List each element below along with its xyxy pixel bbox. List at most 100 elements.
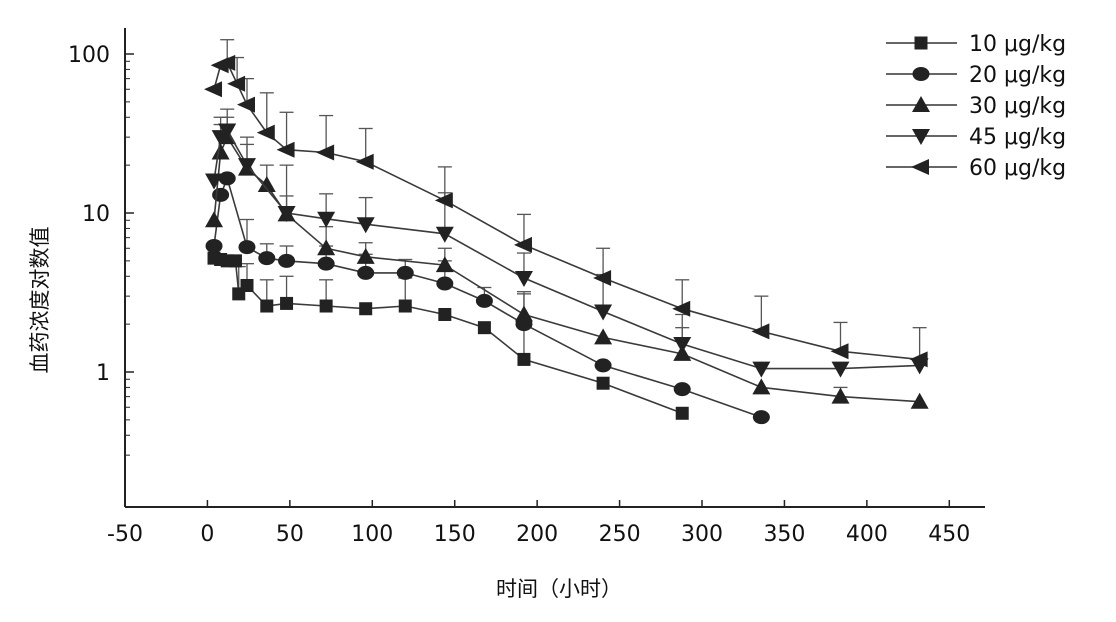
data-point bbox=[205, 239, 223, 254]
legend-entry-3: 30 μg/kg bbox=[886, 94, 1066, 119]
data-point bbox=[672, 300, 691, 317]
data-point bbox=[218, 123, 237, 140]
data-point bbox=[218, 171, 236, 186]
data-point bbox=[752, 410, 770, 425]
legend-label: 20 μg/kg bbox=[969, 63, 1066, 88]
data-point bbox=[280, 296, 294, 310]
legend-entry-2: 20 μg/kg bbox=[886, 63, 1066, 88]
legend-label: 45 μg/kg bbox=[969, 125, 1066, 150]
data-point bbox=[211, 143, 230, 160]
data-point bbox=[257, 176, 276, 193]
plot-area bbox=[204, 39, 929, 425]
x-tick-label: 400 bbox=[846, 522, 888, 547]
data-point bbox=[596, 376, 610, 390]
data-point bbox=[751, 323, 770, 340]
data-point bbox=[277, 206, 296, 222]
series-line bbox=[213, 135, 920, 403]
data-point bbox=[278, 253, 296, 268]
data-point bbox=[236, 96, 255, 113]
legend-marker bbox=[912, 129, 930, 145]
data-point bbox=[204, 81, 223, 98]
data-point bbox=[317, 239, 336, 256]
data-point bbox=[830, 343, 849, 360]
data-point bbox=[237, 158, 256, 175]
data-point bbox=[594, 304, 613, 321]
data-point bbox=[316, 144, 335, 161]
data-point bbox=[514, 305, 533, 322]
x-tick-label: 100 bbox=[351, 522, 393, 547]
data-point bbox=[436, 276, 454, 291]
x-tick-label: 200 bbox=[516, 522, 558, 547]
y-axis-title: 血药浓度对数值 bbox=[28, 227, 52, 374]
data-point bbox=[675, 406, 689, 420]
data-point bbox=[356, 217, 375, 234]
data-point bbox=[212, 187, 230, 202]
data-point bbox=[477, 321, 491, 335]
legend-marker bbox=[912, 96, 930, 112]
data-point bbox=[594, 328, 613, 345]
data-point bbox=[357, 265, 375, 280]
data-point bbox=[752, 378, 771, 395]
data-point bbox=[355, 153, 374, 170]
legend-entry-5: 60 μg/kg bbox=[886, 156, 1066, 181]
data-point bbox=[238, 240, 256, 255]
series-line bbox=[213, 129, 920, 370]
data-point bbox=[752, 361, 771, 378]
data-point bbox=[438, 307, 452, 321]
data-point bbox=[227, 75, 246, 92]
data-point bbox=[240, 278, 254, 292]
data-point bbox=[260, 299, 274, 313]
x-axis-title: 时间（小时） bbox=[496, 577, 622, 601]
series-5 bbox=[204, 39, 928, 368]
x-tick-label: 350 bbox=[763, 522, 805, 547]
data-point bbox=[435, 226, 454, 243]
data-point bbox=[217, 54, 236, 71]
data-point bbox=[276, 141, 295, 158]
series-line bbox=[213, 61, 920, 361]
x-tick-label: 250 bbox=[599, 522, 641, 547]
data-point bbox=[514, 271, 533, 288]
legend-label: 30 μg/kg bbox=[969, 94, 1066, 119]
x-tick-label: 300 bbox=[681, 522, 723, 547]
data-point bbox=[258, 251, 276, 266]
axes: -50 0 50 100 150 200 250 300 350 400 450 100 10 1 bbox=[68, 28, 985, 547]
data-point bbox=[205, 173, 224, 190]
data-point bbox=[359, 302, 373, 316]
data-point bbox=[513, 236, 532, 253]
legend: 10 μg/kg 20 μg/kg 30 μg/kg 45 μg/kg 60 μg/kg bbox=[886, 32, 1066, 181]
data-point bbox=[256, 124, 275, 141]
legend-label: 60 μg/kg bbox=[969, 156, 1066, 181]
series-1 bbox=[207, 251, 689, 420]
data-point bbox=[356, 247, 375, 264]
data-point bbox=[319, 299, 333, 313]
data-point bbox=[434, 192, 453, 209]
data-point bbox=[910, 392, 929, 409]
data-point bbox=[909, 351, 928, 368]
legend-entry-4: 45 μg/kg bbox=[886, 125, 1066, 150]
data-point bbox=[228, 254, 242, 268]
data-point bbox=[398, 299, 412, 313]
legend-entry-1: 10 μg/kg bbox=[886, 32, 1066, 57]
x-tick-label: 450 bbox=[928, 522, 970, 547]
data-point bbox=[831, 361, 850, 378]
data-point bbox=[594, 358, 612, 373]
data-point bbox=[205, 211, 224, 228]
data-point bbox=[435, 256, 454, 273]
legend-marker bbox=[912, 67, 930, 81]
data-point bbox=[593, 270, 612, 287]
x-tick-label: -50 bbox=[107, 522, 143, 547]
data-point bbox=[673, 337, 692, 354]
series-4 bbox=[205, 108, 929, 378]
y-tick-label: 10 bbox=[82, 202, 110, 227]
y-tick-label: 100 bbox=[68, 43, 110, 68]
legend-marker bbox=[911, 159, 929, 175]
data-point bbox=[517, 352, 531, 366]
data-point bbox=[317, 211, 336, 228]
data-point bbox=[673, 382, 691, 397]
legend-marker bbox=[914, 36, 928, 50]
x-tick-label: 150 bbox=[434, 522, 476, 547]
data-point bbox=[475, 293, 493, 308]
legend-label: 10 μg/kg bbox=[969, 32, 1066, 57]
x-tick-label: 0 bbox=[200, 522, 214, 547]
